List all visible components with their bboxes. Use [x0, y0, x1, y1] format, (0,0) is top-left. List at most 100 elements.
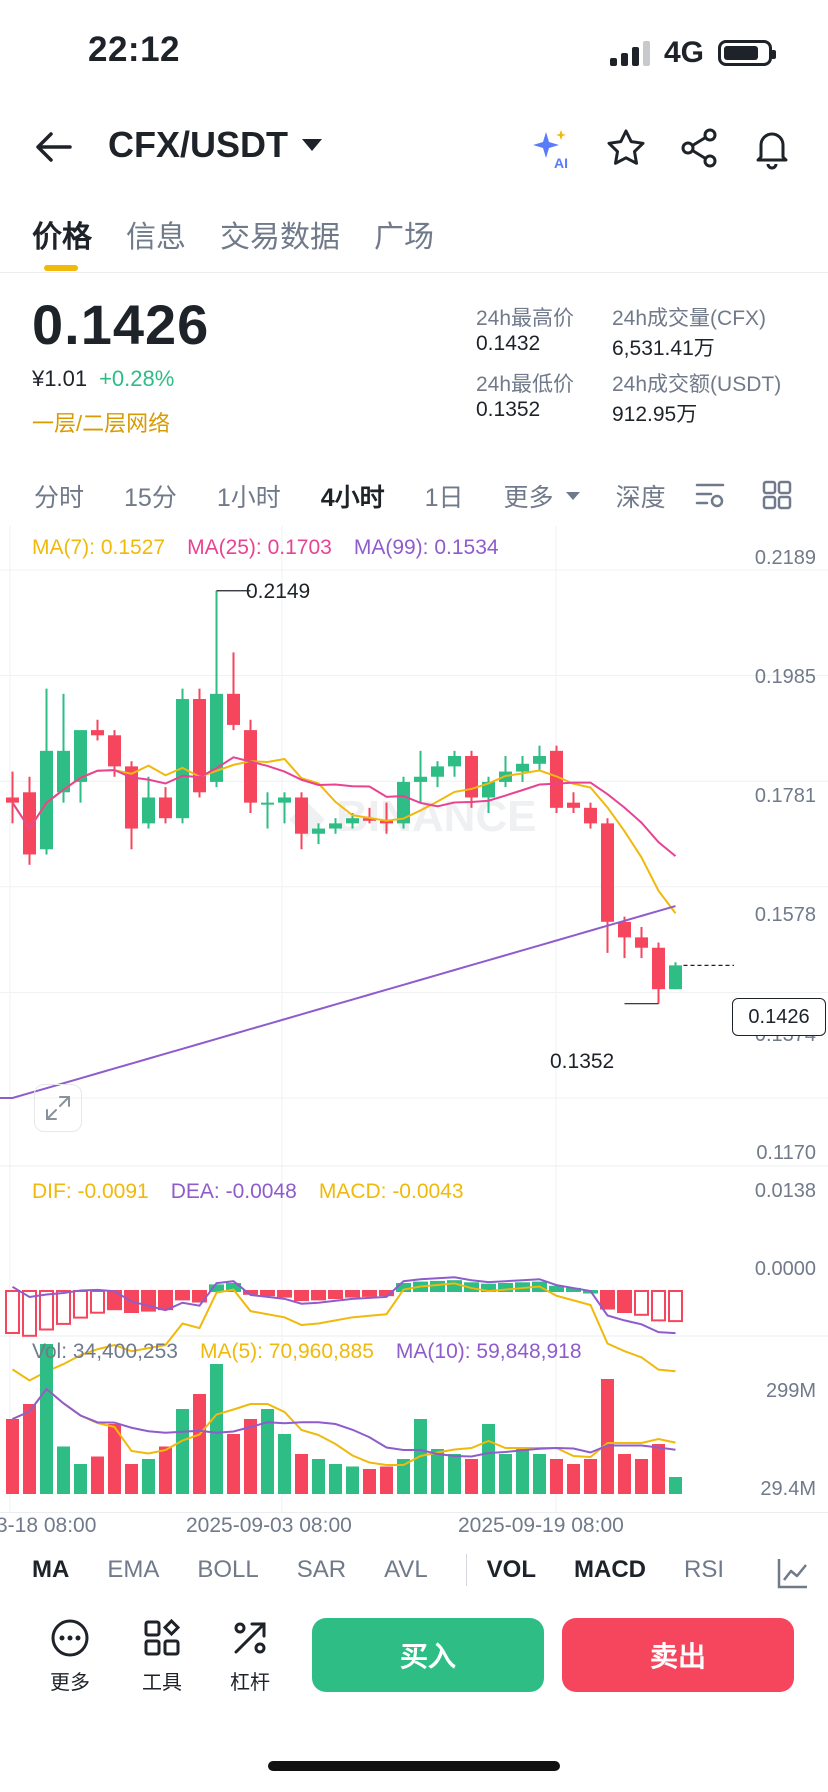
interval-more-label: 更多 [503, 484, 554, 512]
macd-bar [634, 1290, 649, 1316]
more-tool[interactable]: 更多 [50, 1618, 90, 1695]
high-value: 0.1432 [476, 332, 541, 355]
vol-ma10-line [12, 1387, 676, 1458]
time-axis-label: 3-18 08:00 [0, 1514, 97, 1537]
network-note[interactable]: 一层/二层网络 [32, 411, 171, 436]
dif-label: DIF: -0.0091 [32, 1180, 149, 1203]
volume-bar [482, 1424, 495, 1494]
ai-label: AI [554, 155, 568, 170]
candle-body [108, 735, 121, 767]
ind-boll[interactable]: BOLL [197, 1556, 259, 1583]
candle-body [40, 750, 53, 850]
macd-bar [39, 1290, 54, 1331]
candle-body [142, 797, 155, 824]
tools-tool[interactable]: 工具 [142, 1618, 182, 1695]
sell-button[interactable]: 卖出 [562, 1618, 794, 1692]
volume-bar [295, 1454, 308, 1494]
candle-body [618, 921, 631, 938]
candle-body [601, 823, 614, 922]
candle-body [669, 965, 682, 990]
ai-sparkle-icon[interactable]: AI [528, 126, 572, 170]
macd-bar [5, 1290, 20, 1334]
chart-settings-icon[interactable] [694, 480, 726, 510]
ind-avl[interactable]: AVL [384, 1556, 428, 1583]
macd-bar [651, 1290, 666, 1322]
volume-bar [465, 1459, 478, 1494]
ind-ema[interactable]: EMA [107, 1556, 160, 1583]
candle-body [363, 818, 376, 821]
tab-price[interactable]: 价格 [32, 212, 92, 271]
candle-body [6, 797, 19, 803]
ind-divider [465, 1554, 467, 1586]
macd-label: MACD: -0.0043 [318, 1180, 464, 1203]
volume-bar [210, 1364, 223, 1494]
interval-1d[interactable]: 1日 [424, 484, 464, 512]
interval-timeline[interactable]: 分时 [34, 484, 85, 512]
macd-bar [549, 1285, 564, 1292]
macd-bar [345, 1290, 360, 1298]
tabs-divider [0, 272, 828, 273]
depth-tab[interactable]: 深度 [615, 484, 666, 512]
kline-chart[interactable]: ◆ BINANCE [0, 526, 828, 1526]
volume-bar [278, 1434, 291, 1494]
indicator-settings-icon[interactable] [776, 1556, 810, 1590]
candle-body [227, 693, 240, 725]
tab-trading-data[interactable]: 交易数据 [220, 221, 340, 254]
macd-bar [430, 1280, 445, 1293]
leverage-icon [234, 1622, 266, 1654]
candle-body [431, 766, 444, 777]
vol-legend: Vol: 34,400,253 MA(5): 70,960,885 MA(10)… [32, 1340, 582, 1364]
interval-15m[interactable]: 15分 [124, 484, 177, 512]
macd-bar [328, 1290, 343, 1299]
bell-icon[interactable] [750, 126, 794, 170]
candle-body [91, 730, 104, 736]
price-axis-label: 0.1578 [754, 904, 816, 926]
macd-bar [73, 1290, 88, 1319]
ind-rsi[interactable]: RSI [684, 1556, 725, 1583]
candle-body [210, 693, 223, 782]
candle-body [567, 802, 580, 808]
back-arrow-icon[interactable] [34, 127, 74, 167]
pair-selector[interactable]: CFX/USDT [108, 124, 322, 166]
vol-axis-label: 299M [765, 1380, 816, 1402]
tab-info[interactable]: 信息 [126, 221, 186, 254]
volume-bar [40, 1344, 53, 1494]
ind-ma[interactable]: MA [32, 1556, 70, 1583]
expand-icon [46, 1096, 70, 1120]
ma7-line [11, 757, 677, 914]
interval-4h[interactable]: 4小时 [320, 484, 385, 512]
home-indicator [268, 1761, 560, 1771]
main-tabs: 价格 信息 交易数据 广场 [32, 212, 434, 271]
volume-bar [261, 1409, 274, 1494]
vol-ma10-label: MA(10): 59,848,918 [395, 1340, 582, 1363]
share-icon[interactable] [678, 126, 722, 170]
volume-bar [227, 1434, 240, 1494]
volume-bar [533, 1454, 546, 1494]
price-axis-label: 0.1781 [754, 785, 816, 807]
buy-button[interactable]: 买入 [312, 1618, 544, 1692]
interval-1h[interactable]: 1小时 [216, 484, 281, 512]
candle-body [193, 699, 206, 793]
amount-label: 24h成交额(USDT) [612, 373, 782, 396]
grid-layout-icon[interactable] [762, 480, 792, 510]
tab-square[interactable]: 广场 [374, 221, 434, 254]
interval-more[interactable]: 更多 [504, 478, 580, 514]
candle-body [261, 802, 274, 805]
volume-bar [74, 1464, 87, 1494]
leverage-tool[interactable]: 杠杆 [230, 1618, 270, 1695]
ma99-label: MA(99): 0.1534 [353, 536, 499, 559]
star-icon[interactable] [604, 126, 648, 170]
fullscreen-button[interactable] [34, 1084, 82, 1132]
ind-sar[interactable]: SAR [296, 1556, 347, 1583]
ind-vol[interactable]: VOL [486, 1556, 537, 1583]
candle-body [448, 756, 461, 767]
dea-line [11, 1276, 676, 1335]
candle-body [244, 730, 257, 803]
candle-body [278, 797, 291, 803]
fiat-row: ¥1.01 +0.28% [32, 366, 174, 392]
volume-bar [23, 1404, 36, 1494]
ind-macd[interactable]: MACD [574, 1556, 647, 1583]
dea-label: DEA: -0.0048 [170, 1180, 297, 1203]
vol-axis-label: 29.4M [760, 1478, 816, 1500]
volume-bar [431, 1449, 444, 1494]
